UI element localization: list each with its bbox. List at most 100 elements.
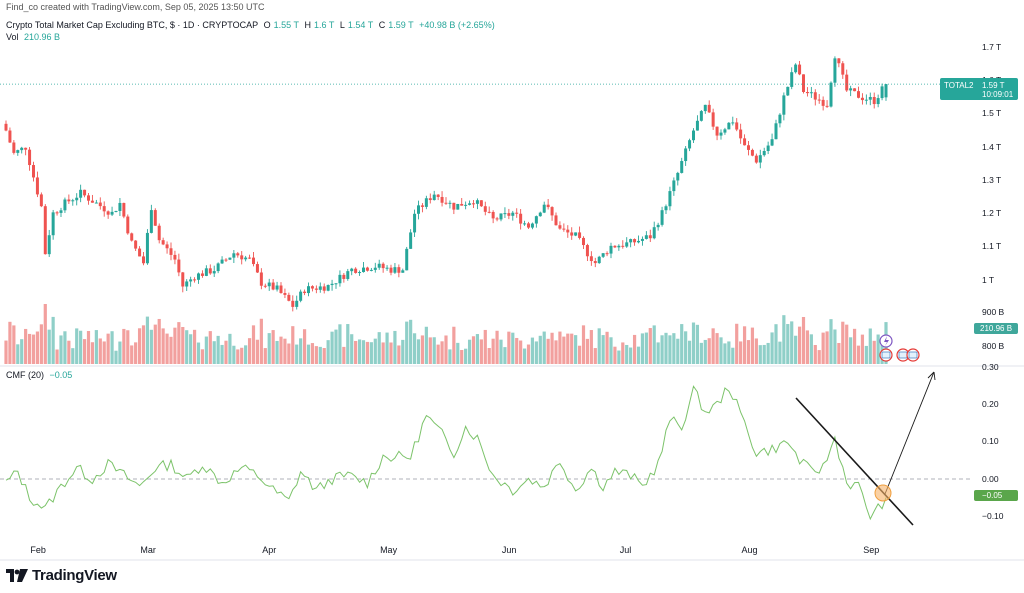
cmf-label: CMF (20) (6, 370, 44, 380)
candle-body (802, 74, 805, 92)
candle-body (94, 202, 98, 204)
candle-body (554, 215, 558, 226)
volume-bar (228, 333, 232, 364)
candle-body (43, 206, 47, 255)
candle-body (845, 74, 849, 91)
volume-bar (271, 330, 275, 364)
volume-bar (707, 338, 711, 364)
candle-body (633, 239, 637, 243)
candle-body (660, 210, 664, 225)
candle-body (87, 195, 90, 201)
candle-body (621, 245, 625, 247)
candle-body (613, 245, 617, 248)
time-tick-label: Aug (742, 545, 758, 555)
volume-bar (841, 321, 845, 364)
candle-body (200, 273, 204, 276)
volume-bar (601, 335, 605, 364)
candle-body (275, 285, 279, 290)
candle-body (216, 263, 220, 272)
candle-body (271, 282, 275, 290)
volume-bar (629, 347, 633, 364)
volume-bar (12, 325, 16, 364)
volume-bar (51, 316, 55, 364)
time-tick-label: May (380, 545, 398, 555)
tradingview-logo-icon (6, 569, 28, 582)
volume-bar (605, 331, 609, 364)
volume-bar (39, 324, 43, 364)
time-tick-label: Apr (262, 545, 276, 555)
volume-bar (448, 349, 452, 364)
candle-body (841, 63, 845, 75)
candle-body (354, 268, 358, 273)
volume-bar (762, 344, 766, 364)
volume-bar (283, 338, 287, 364)
candle-body (153, 210, 157, 226)
candle-body (605, 253, 609, 255)
volume-bar (511, 332, 515, 364)
volume-bar (251, 325, 256, 364)
candle-body (236, 253, 240, 256)
candle-body (448, 202, 452, 204)
volume-bar (134, 342, 138, 364)
volume-bar (554, 340, 558, 364)
candle-body (377, 263, 381, 268)
volume-bar (153, 324, 157, 364)
candle-body (409, 232, 413, 249)
volume-bar (334, 329, 338, 364)
trendline-drawing[interactable] (795, 397, 914, 526)
arrow-drawing[interactable] (884, 371, 935, 495)
candle-body (185, 281, 189, 287)
volume-bar (192, 329, 197, 364)
volume-bar (660, 335, 664, 364)
candle-body (644, 235, 648, 239)
volume-bar (20, 339, 24, 364)
candle-body (727, 122, 731, 130)
candle-body (684, 148, 688, 162)
volume-bar (829, 319, 833, 364)
volume-bar (719, 337, 723, 364)
candle-body (373, 267, 377, 270)
volume-bar (805, 330, 810, 364)
price-tick-label: 1.4 T (982, 142, 1001, 152)
volume-bar (860, 334, 865, 364)
candle-body (876, 98, 880, 105)
tradingview-logo[interactable]: TradingView (6, 567, 117, 584)
event-icons[interactable] (879, 334, 920, 362)
volume-bar (801, 316, 806, 364)
volume-bar (240, 347, 244, 364)
volume-bar (562, 336, 566, 364)
volume-bar (255, 339, 260, 364)
candle-body (35, 177, 39, 195)
volume-bar (609, 337, 613, 364)
volume-bar (79, 330, 83, 364)
volume-bar (177, 322, 181, 364)
candle-body (589, 256, 593, 262)
volume-bar (102, 341, 106, 364)
candle-body (314, 288, 318, 290)
candle-body (310, 286, 314, 289)
candle-body (853, 88, 857, 92)
candle-body (110, 211, 114, 215)
candle-body (750, 149, 754, 156)
volume-bar (464, 348, 468, 364)
volume-bar (149, 329, 153, 364)
candle-body (786, 86, 790, 96)
candle-body (385, 267, 389, 269)
volume-bar (821, 332, 825, 364)
volume-bar (354, 340, 358, 364)
volume-bar (495, 330, 499, 364)
candle-body (224, 259, 228, 261)
breakout-marker[interactable] (874, 484, 892, 502)
volume-bar (491, 338, 495, 364)
ohlc-c-label: C (378, 20, 386, 30)
candle-body (424, 198, 428, 207)
candle-body (208, 268, 212, 274)
cmf-tag: −0.05 (974, 490, 1018, 501)
candle-body (397, 267, 401, 273)
candle-body (538, 212, 542, 217)
volume-bar (672, 333, 676, 364)
volume-bar (436, 344, 440, 364)
candle-body (244, 257, 248, 260)
volume-bar (299, 338, 303, 364)
